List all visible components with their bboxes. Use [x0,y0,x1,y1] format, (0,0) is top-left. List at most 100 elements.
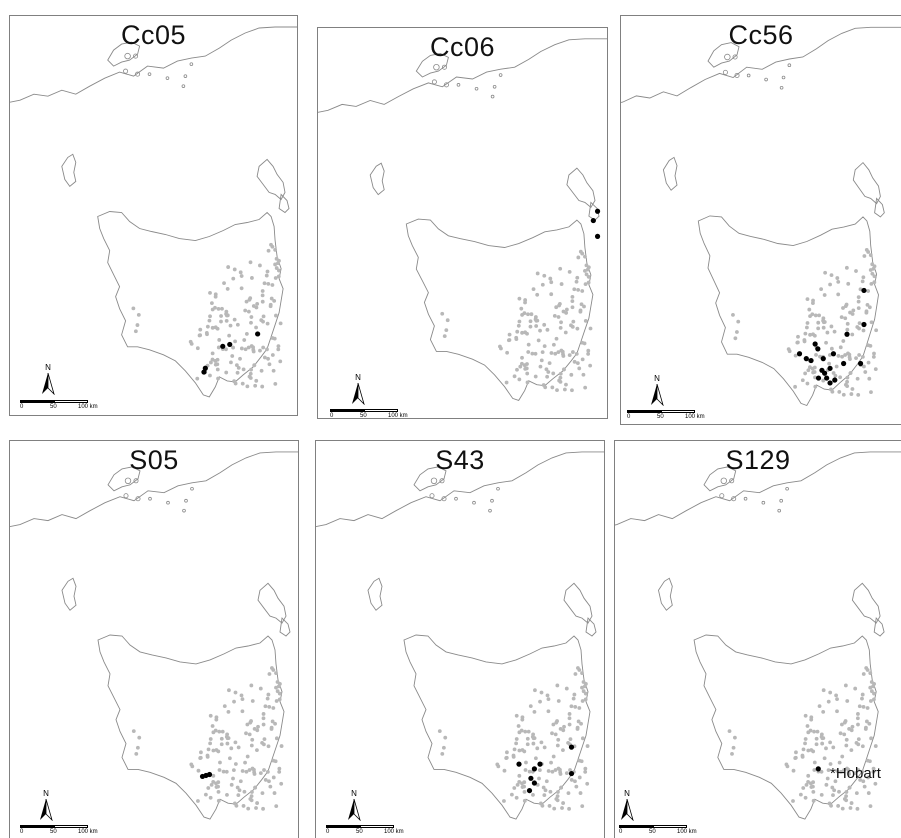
scale-segment-black [619,825,653,828]
background-site [226,709,231,714]
background-site [542,344,547,348]
background-site [267,779,271,784]
small-island [719,493,725,499]
background-site [848,310,852,315]
scale-label-fifty: 50 [657,414,664,420]
background-site [545,693,550,698]
background-site [549,280,554,285]
background-site [253,785,258,790]
background-site [258,348,262,353]
background-site [806,730,811,735]
background-site [844,798,849,803]
background-site [246,309,251,314]
background-site [540,350,545,355]
background-site [502,768,507,773]
background-site [577,775,582,780]
background-site [865,719,869,724]
marked-site [815,766,821,772]
background-site [576,255,581,260]
flinders-island [257,582,287,624]
background-site [546,709,551,714]
background-site [573,672,578,676]
background-site [827,361,831,366]
background-site [829,387,833,392]
background-site [210,307,215,312]
background-site [514,737,519,741]
background-site [441,745,446,750]
background-site [571,350,575,354]
background-site [271,706,276,710]
background-site [824,340,828,345]
background-site [206,747,211,752]
north-arrow-icon: N [350,373,366,407]
background-site [195,376,200,381]
background-site [217,768,222,772]
background-site [793,755,798,760]
background-site [571,696,576,701]
background-site [853,686,858,691]
north-arrow-icon: N [619,789,635,823]
background-site [809,715,814,720]
background-site [525,362,529,366]
background-site [278,321,283,326]
background-site [825,776,830,781]
background-site [204,331,209,335]
background-site [839,315,844,320]
background-site [581,372,586,377]
background-site [241,804,246,808]
background-site [802,338,807,342]
background-site [246,806,251,811]
background-site [260,791,265,796]
background-site [527,769,532,774]
background-site [564,382,568,387]
background-site [824,746,828,751]
background-site [224,318,229,323]
background-site [526,342,531,347]
marked-site [531,766,537,772]
background-site [217,338,222,342]
background-site [866,360,871,365]
background-site [251,349,256,354]
background-site [523,729,528,734]
map-panel-s129: S129 N 0 50 100 km *Hobart [614,440,901,838]
small-island [430,477,438,484]
background-site [232,699,236,704]
background-site [580,685,584,690]
background-site [837,760,842,765]
background-site [834,364,839,369]
scale-segment-black [627,410,661,413]
background-site [229,746,234,751]
background-site [871,354,876,359]
background-site [550,385,555,390]
background-site [840,722,844,727]
scale-segment-black [20,400,54,403]
small-island [133,478,139,484]
background-site [262,281,267,286]
panel-title: Cc06 [429,32,496,62]
north-arrow-icon: N [346,789,362,823]
background-site [811,332,815,337]
background-site [548,276,553,281]
marked-site [841,360,847,367]
port-phillip-bay [703,466,737,492]
background-site [531,736,536,741]
background-site [575,275,580,280]
background-site [856,299,861,304]
background-site [208,741,213,746]
background-site [557,301,562,306]
background-site [533,315,538,319]
cape-barren-island [873,617,885,637]
background-site [860,279,865,284]
background-site [261,314,266,319]
background-site [226,265,231,269]
background-site [845,384,850,389]
background-site [556,315,561,319]
scale-label-hundred: 100 km [677,829,697,835]
mainland-coastline [10,26,297,103]
background-site [826,699,831,704]
background-site [808,314,812,319]
port-phillip-bay [107,466,141,492]
background-site [560,806,564,810]
scale-label-fifty: 50 [360,413,367,419]
background-site [537,768,542,772]
